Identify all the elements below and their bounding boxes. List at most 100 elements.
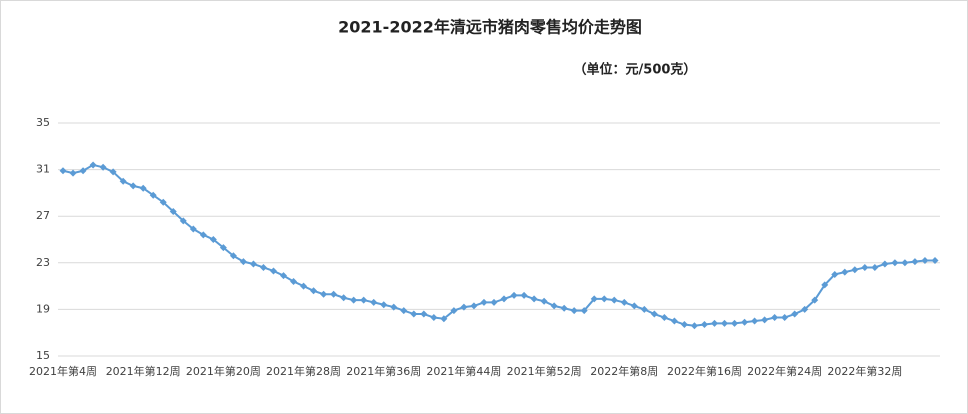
y-tick-label: 23: [36, 256, 50, 269]
point: [360, 296, 368, 304]
point: [851, 266, 859, 274]
point: [440, 315, 448, 323]
point: [259, 263, 267, 271]
point: [380, 301, 388, 309]
y-tick-label: 35: [36, 116, 50, 129]
point: [249, 260, 257, 268]
point: [89, 161, 97, 169]
point: [139, 184, 147, 192]
point: [330, 290, 338, 298]
point: [460, 303, 468, 311]
point: [731, 319, 739, 327]
x-tick-label: 2022年第16周: [667, 364, 742, 378]
point: [911, 258, 919, 266]
point: [129, 182, 137, 190]
point: [781, 314, 789, 322]
point: [510, 291, 518, 299]
point: [690, 322, 698, 330]
x-tick-label: 2021年第28周: [266, 364, 341, 378]
x-tick-label: 2021年第44周: [426, 364, 501, 378]
point: [310, 287, 318, 295]
point: [931, 256, 939, 264]
point: [390, 303, 398, 311]
point: [871, 263, 879, 271]
point: [550, 302, 558, 310]
point: [159, 198, 167, 206]
point: [540, 297, 548, 305]
x-tick-label: 2021年第20周: [186, 364, 261, 378]
point: [99, 163, 107, 171]
x-tick-label: 2022年第24周: [747, 364, 822, 378]
point: [490, 298, 498, 306]
point: [530, 295, 538, 303]
point: [751, 317, 759, 325]
point: [700, 321, 708, 329]
point: [721, 319, 729, 327]
point: [831, 270, 839, 278]
point: [640, 305, 648, 313]
point: [630, 302, 638, 310]
point: [801, 305, 809, 313]
x-tick-label: 2021年第52周: [507, 364, 582, 378]
point: [400, 307, 408, 315]
point: [710, 319, 718, 327]
y-tick-label: 27: [36, 209, 50, 222]
point: [470, 302, 478, 310]
point: [480, 298, 488, 306]
point: [430, 314, 438, 322]
x-tick-label: 2021年第12周: [106, 364, 181, 378]
point: [821, 281, 829, 289]
point: [300, 282, 308, 290]
point: [620, 298, 628, 306]
point: [921, 256, 929, 264]
point: [119, 177, 127, 185]
point: [520, 291, 528, 299]
chart-title: 2021-2022年清远市猪肉零售均价走势图: [338, 18, 642, 37]
point: [269, 267, 277, 275]
point: [901, 259, 909, 267]
point: [229, 252, 237, 260]
point: [420, 310, 428, 318]
y-tick-label: 15: [36, 349, 50, 362]
point: [340, 294, 348, 302]
x-tick-label: 2021年第36周: [346, 364, 421, 378]
point: [209, 236, 217, 243]
point: [761, 316, 769, 324]
point: [109, 168, 117, 176]
point: [570, 307, 578, 315]
point: [219, 244, 227, 252]
point: [169, 208, 177, 216]
x-tick-label: 2022年第8周: [590, 364, 658, 378]
point: [149, 191, 157, 199]
point: [741, 318, 749, 326]
point: [450, 307, 458, 315]
point: [280, 272, 288, 280]
point: [610, 296, 618, 304]
point: [791, 310, 799, 318]
point: [560, 304, 568, 312]
y-tick-label: 31: [36, 163, 50, 176]
point: [189, 225, 197, 233]
x-tick-label: 2021年第4周: [29, 364, 97, 378]
point: [881, 260, 889, 268]
point: [660, 314, 668, 322]
point: [69, 169, 77, 177]
point: [891, 259, 899, 267]
point: [680, 321, 688, 329]
point: [811, 296, 819, 304]
x-tick-label: 2022年第32周: [827, 364, 902, 378]
point: [320, 290, 328, 298]
point: [580, 307, 588, 315]
point: [771, 314, 779, 322]
line: [62, 163, 935, 327]
point: [239, 258, 247, 266]
point: [410, 310, 418, 318]
point: [841, 268, 849, 276]
y-tick-label: 19: [36, 302, 50, 315]
point: [79, 167, 87, 175]
point: [650, 310, 658, 318]
point: [199, 231, 207, 239]
point: [590, 295, 598, 303]
